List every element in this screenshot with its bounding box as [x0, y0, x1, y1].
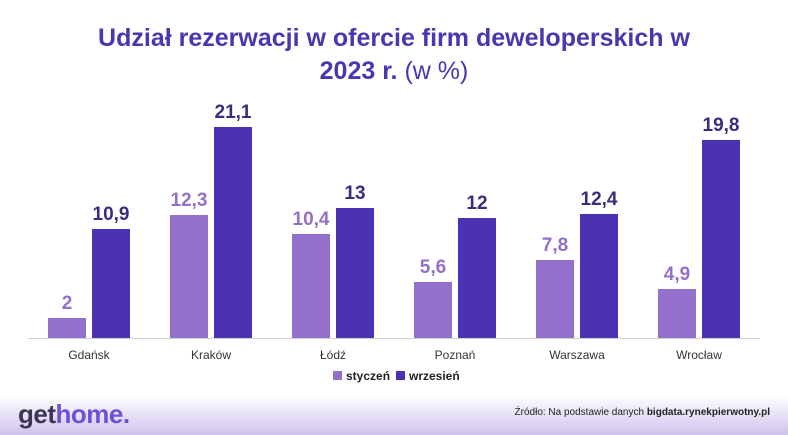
data-label-wrzesien-2: 13	[344, 183, 365, 204]
logo-get: get	[18, 399, 56, 429]
bar-wrzesien-5	[702, 140, 740, 338]
title-line-2: 2023 r. (w %)	[0, 55, 788, 88]
category-label-2: Łódź	[320, 348, 346, 362]
category-label-3: Poznań	[435, 348, 476, 362]
title-year: 2023 r.	[319, 57, 398, 85]
title-unit: (w %)	[404, 57, 469, 85]
data-label-wrzesien-0: 10,9	[93, 204, 130, 225]
data-label-styczen-0: 2	[62, 293, 73, 314]
bar-styczen-5	[658, 289, 696, 338]
bar-wrzesien-4	[580, 214, 618, 338]
source-domain: bigdata.rynekpierwotny.pl	[646, 407, 770, 418]
category-label-4: Warszawa	[549, 348, 605, 362]
gethome-logo: gethome.	[18, 399, 130, 430]
category-label-5: Wrocław	[676, 348, 722, 362]
data-label-styczen-5: 4,9	[664, 264, 690, 285]
title-line-1: Udział rezerwacji w ofercie firm dewelop…	[98, 24, 690, 52]
bar-wrzesien-0	[92, 229, 130, 338]
bar-chart: 2 10,9 Gdańsk 12,3 21,1 Kraków 10,4 13 Łódź 5,6 12…	[28, 102, 760, 383]
source-note: Źródło: Na podstawie danych bigdata.ryne…	[515, 407, 770, 418]
bar-wrzesien-2	[336, 208, 374, 338]
bar-wrzesien-3	[458, 218, 496, 338]
legend-swatch-styczen	[333, 371, 342, 380]
legend-label-styczen: styczeń	[346, 369, 390, 383]
bar-styczen-2	[292, 234, 330, 338]
bar-styczen-0	[48, 318, 86, 338]
data-label-styczen-1: 12,3	[171, 190, 208, 211]
bar-wrzesien-1	[214, 127, 252, 338]
chart-title: Udział rezerwacji w ofercie firm dewelop…	[0, 22, 788, 88]
category-label-0: Gdańsk	[68, 348, 110, 362]
source-prefix: Źródło: Na podstawie danych	[514, 407, 647, 418]
data-label-styczen-2: 10,4	[293, 209, 330, 230]
data-label-wrzesien-1: 21,1	[215, 102, 252, 123]
bar-styczen-3	[414, 282, 452, 338]
bar-styczen-4	[536, 260, 574, 338]
bar-styczen-1	[170, 215, 208, 338]
data-label-wrzesien-5: 19,8	[703, 115, 740, 136]
data-label-wrzesien-3: 12	[466, 193, 487, 214]
category-label-1: Kraków	[191, 348, 231, 362]
data-label-styczen-4: 7,8	[542, 235, 568, 256]
data-label-wrzesien-4: 12,4	[581, 189, 618, 210]
data-label-styczen-3: 5,6	[420, 257, 446, 278]
bottom-gradient	[0, 395, 788, 435]
legend-swatch-wrzesien	[396, 371, 405, 380]
legend-label-wrzesien: wrzesień	[408, 369, 460, 383]
logo-home: home.	[55, 399, 131, 429]
